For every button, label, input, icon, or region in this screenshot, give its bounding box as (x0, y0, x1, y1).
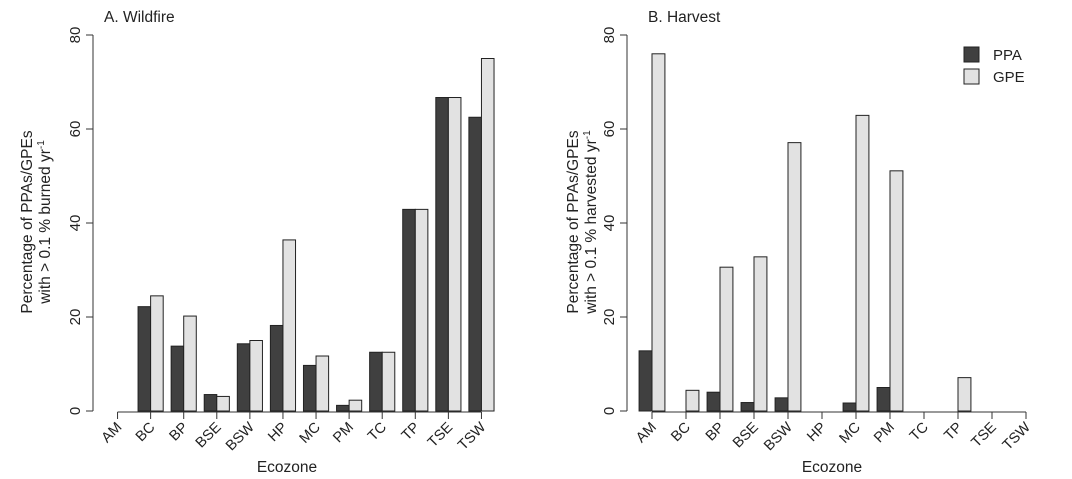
x-tick-label: HP (804, 420, 830, 446)
bar-ppa-bp (170, 345, 185, 412)
legend-swatch-gpe (963, 68, 980, 85)
x-tick-label: BC (133, 420, 159, 446)
x-tick-label: PM (330, 420, 357, 447)
bar-ppa-tse (435, 97, 449, 412)
y-tick-label: 80 (601, 27, 618, 44)
bar-gpe-hp (282, 239, 297, 412)
x-tick-label: TC (365, 420, 390, 445)
x-tick-label: MC (297, 420, 324, 447)
y-axis-title: Percentage of PPAs/GPEs with > 0.1 % har… (565, 130, 600, 315)
legend-label-ppa: PPA (993, 47, 1022, 64)
bar-gpe-bp (719, 266, 734, 412)
y-axis-title-line1: Percentage of PPAs/GPEs (19, 130, 36, 313)
x-axis-title: Ecozone (257, 459, 317, 476)
x-tick-label: HP (265, 420, 291, 446)
y-axis-title-line2-text: with > 0.1 % harvested yr (583, 139, 600, 314)
legend: PPA GPE (963, 46, 1025, 86)
wildfire-panel: A. Wildfire Percentage of PPAs/GPEs with… (19, 9, 495, 476)
bar-gpe-bse (753, 256, 768, 412)
bar-gpe-mc (855, 114, 870, 412)
x-tick-label: TP (941, 420, 965, 444)
y-tick-label: 40 (67, 215, 84, 232)
y-tick-label: 40 (601, 215, 618, 232)
y-axis-title-superscript: -1 (582, 130, 593, 139)
x-tick-label: TSW (455, 419, 489, 453)
harvest-marks: 0 20 40 60 80 AM BC BP BSE BSW HP MC PM TC TP TSE TSW (601, 27, 1034, 455)
bar-gpe-am (651, 53, 666, 412)
bar-gpe-tc (381, 351, 396, 412)
harvest-panel: B. Harvest Percentage of PPAs/GPEs with … (565, 9, 1034, 476)
x-tick-label: TC (907, 420, 932, 445)
bar-gpe-tse (447, 97, 462, 412)
y-tick-label: 20 (601, 309, 618, 326)
x-tick-label: TSE (425, 419, 456, 450)
y-axis-title-line2: with > 0.1 % burned yr-1 (36, 140, 54, 305)
bar-gpe-tp (414, 208, 429, 412)
bar-ppa-am (638, 350, 653, 412)
y-tick-label: 80 (67, 27, 84, 44)
y-tick-label: 60 (601, 121, 618, 138)
y-tick-label: 20 (67, 309, 84, 326)
x-tick-label: TSW (1000, 419, 1034, 453)
x-tick-label: TP (399, 420, 423, 444)
panel-title: A. Wildfire (104, 9, 175, 26)
bar-ppa-mc (302, 364, 317, 412)
bar-ppa-hp (269, 324, 284, 412)
bar-gpe-bsw (249, 340, 263, 412)
x-axis-title: Ecozone (802, 459, 862, 476)
legend-label-gpe: GPE (993, 69, 1025, 86)
bar-ppa-bc (137, 306, 152, 412)
bar-gpe-tp (957, 377, 972, 412)
y-tick-label: 60 (67, 121, 84, 138)
x-tick-label: BSW (761, 419, 796, 454)
panel-title: B. Harvest (648, 9, 721, 26)
bar-gpe-bse (216, 395, 230, 412)
bar-gpe-bc (685, 389, 700, 412)
x-tick-label: BSE (730, 419, 762, 451)
bar-gpe-pm (348, 399, 363, 412)
bar-ppa-bp (706, 391, 721, 412)
x-tick-label: BSW (223, 419, 258, 454)
y-tick-label: 0 (67, 407, 84, 415)
y-axis-title-line2-text: with > 0.1 % burned yr (37, 149, 54, 305)
x-tick-label: BSE (193, 419, 225, 451)
bar-gpe-pm (889, 170, 904, 412)
bar-ppa-tp (402, 208, 416, 412)
x-tick-label: BC (668, 420, 694, 446)
x-tick-label: BP (703, 420, 728, 445)
bar-gpe-bsw (787, 142, 802, 412)
bar-ppa-bsw (236, 343, 251, 412)
bar-ppa-tsw (468, 116, 482, 412)
bar-ppa-bse (740, 402, 755, 412)
bar-ppa-mc (842, 402, 857, 412)
legend-swatch-ppa (963, 46, 980, 63)
x-tick-label: MC (837, 420, 864, 447)
y-axis-title-line2: with > 0.1 % harvested yr-1 (582, 130, 600, 315)
bar-gpe-bp (183, 315, 197, 412)
bar-ppa-pm (876, 387, 891, 412)
y-axis-title: Percentage of PPAs/GPEs with > 0.1 % bur… (19, 130, 54, 313)
bar-gpe-tsw (480, 58, 495, 412)
y-tick-label: 0 (601, 407, 618, 415)
x-tick-label: PM (871, 420, 898, 447)
bar-ppa-bsw (774, 397, 789, 412)
x-tick-label: BP (167, 420, 192, 445)
x-tick-label: AM (99, 420, 126, 447)
bar-gpe-mc (315, 355, 330, 412)
x-tick-label: TSE (969, 419, 1000, 450)
y-axis-title-line1: Percentage of PPAs/GPEs (565, 130, 582, 313)
bar-gpe-bc (150, 295, 164, 412)
bar-ppa-bse (203, 394, 218, 412)
y-axis-title-superscript: -1 (36, 140, 47, 149)
bar-ppa-pm (336, 404, 350, 412)
bar-ppa-tc (369, 351, 383, 412)
x-tick-label: AM (633, 420, 660, 447)
